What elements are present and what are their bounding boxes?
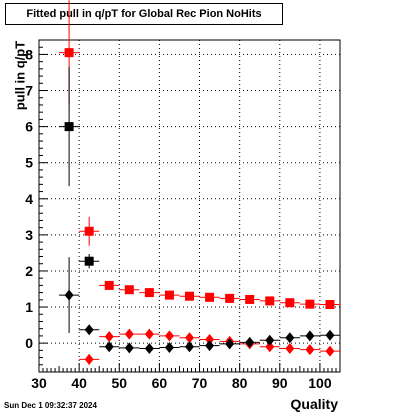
x-tick-label: 90 [272,375,288,391]
x-tick-label: 50 [111,375,127,391]
data-point-diamond [124,342,134,354]
y-tick-label: 8 [25,46,33,62]
data-point-diamond [305,344,315,356]
data-point-square [164,290,174,300]
chart-title: Fitted pull in q/pT for Global Rec Pion … [5,3,283,25]
data-point-diamond [124,328,134,340]
data-point-square [265,296,275,306]
y-tick-label: 2 [25,263,33,279]
data-point-diamond [285,332,295,344]
x-tick-label: 40 [71,375,87,391]
timestamp: Sun Dec 1 09:32:37 2024 [4,401,97,410]
x-tick-label: 100 [308,375,332,391]
data-point-diamond [164,330,174,342]
data-point-square [205,292,215,302]
x-tick-label: 60 [152,375,168,391]
x-axis-label: Quality [290,396,338,412]
data-point-diamond [64,289,74,301]
y-tick-label: 7 [25,83,33,99]
data-point-diamond [205,340,215,352]
data-point-diamond [225,338,235,350]
data-point-diamond [185,341,194,353]
data-point-square [305,299,315,309]
data-point-square [64,122,74,132]
data-point-diamond [84,353,94,365]
data-point-diamond [325,329,335,341]
data-point-square [84,256,94,266]
data-point-square [285,298,295,308]
y-tick-label: 5 [25,155,33,171]
y-tick-label: 6 [25,119,33,135]
y-tick-label: 1 [25,299,33,315]
data-point-diamond [325,345,335,357]
data-point-diamond [265,341,275,353]
data-point-diamond [164,341,174,353]
data-point-diamond [84,324,94,336]
data-point-square [325,300,335,310]
data-point-square [84,226,94,236]
data-point-square [225,293,235,303]
data-point-diamond [144,343,154,355]
data-point-square [245,294,255,304]
data-point-square [104,280,114,290]
data-point-diamond [185,332,194,344]
x-tick-label: 80 [232,375,248,391]
plot-frame [38,39,341,373]
data-point-diamond [245,336,255,348]
x-tick-label: 30 [31,375,47,391]
y-tick-label: 4 [25,191,33,207]
data-point-diamond [265,334,275,346]
data-point-square [185,291,194,301]
data-point-diamond [144,328,154,340]
data-point-diamond [104,341,114,353]
y-tick-label: 0 [25,335,33,351]
data-point-square [124,285,134,295]
data-point-diamond [305,330,315,342]
data-point-square [144,288,154,298]
data-point-diamond [205,334,215,346]
x-tick-label: 70 [192,375,208,391]
data-point-square [64,48,74,58]
data-point-diamond [104,331,114,343]
y-tick-label: 3 [25,227,33,243]
data-point-diamond [285,343,295,355]
